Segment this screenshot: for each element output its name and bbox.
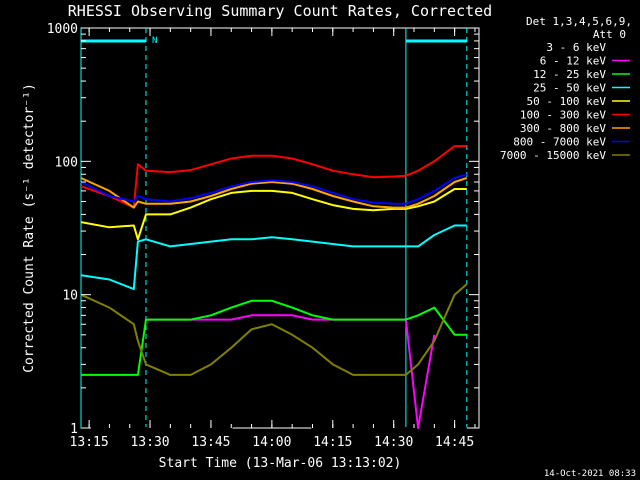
series-line-0 [81,403,467,429]
x-tick-label-5: 14:30 [374,435,413,450]
legend-label-8: 7000 - 15000 keV [500,149,606,162]
series-line-1 [146,314,436,429]
series-line-2 [81,299,467,376]
x-tick-label-2: 13:45 [191,435,230,450]
legend-header-line-1: Det 1,3,4,5,6,9, [526,15,632,28]
x-tick-label-0: 13:15 [70,435,109,450]
series-line-3 [80,224,467,291]
y-tick-label-3: 1000 [47,22,78,37]
legend-label-6: 300 - 800 keV [520,122,606,135]
legend-label-1: 6 - 12 keV [540,55,607,68]
series-line-6 [80,177,468,209]
y-tick-label-0: 1 [70,422,78,437]
axis-layer: 13:15 13:30 13:45 14:00 14:15 14:30 14:45 1 10 10… [47,22,479,450]
y-axis-label: Corrected Count Rate (s⁻¹ detector⁻¹) [22,83,37,373]
series-line-4 [80,188,467,241]
legend-label-0: 3 - 6 keV [546,41,606,54]
x-tick-label-6: 14:45 [435,435,474,450]
legend-label-4: 50 - 100 keV [527,95,607,108]
legend-header-line-2: Att 0 [593,28,626,41]
series-layer [80,145,468,429]
y-tick-label-2: 100 [55,155,78,170]
night-marker-label: N [152,36,157,46]
chart-title: RHESSI Observing Summary Count Rates, Co… [68,2,492,20]
x-tick-label-1: 13:30 [130,435,169,450]
series-line-7 [80,173,468,205]
legend-label-7: 800 - 7000 keV [513,136,606,149]
y-tick-label-1: 10 [62,289,78,304]
x-tick-label-3: 14:00 [252,435,291,450]
timestamp: 14-Oct-2021 08:33 [544,469,636,479]
x-axis-label: Start Time (13-Mar-06 13:13:02) [159,456,402,471]
series-line-8 [80,283,468,376]
legend-label-5: 100 - 300 keV [520,109,606,122]
series-line-5 [80,145,467,209]
x-tick-label-4: 14:15 [313,435,352,450]
legend-label-2: 12 - 25 keV [533,68,606,81]
legend-label-3: 25 - 50 keV [533,82,606,95]
